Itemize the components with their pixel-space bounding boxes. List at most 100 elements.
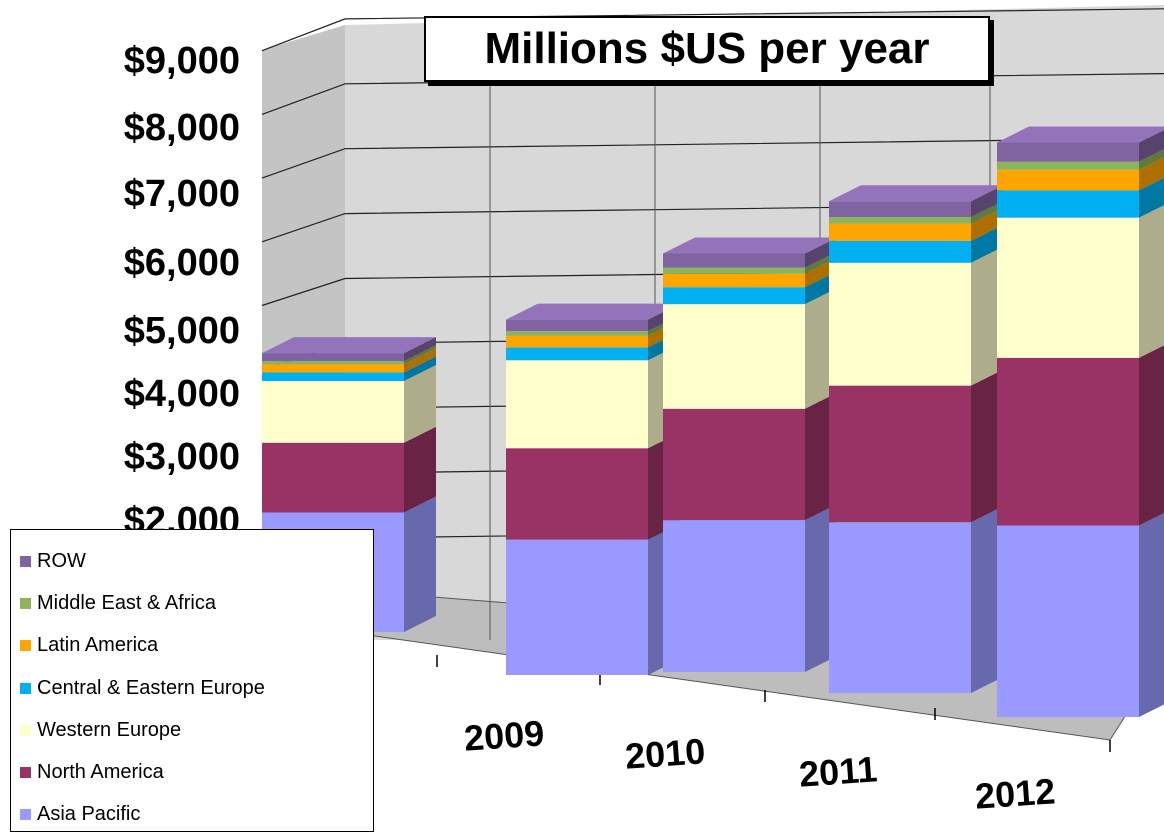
bar-segment (829, 185, 1003, 217)
bar-front (262, 381, 404, 443)
bar-front (506, 448, 648, 540)
bar-top (506, 303, 680, 320)
legend-swatch (20, 724, 31, 736)
bar-front (663, 253, 805, 268)
bar-side (971, 207, 1003, 241)
bar-side (404, 348, 436, 373)
bar-front (997, 161, 1139, 170)
x-category-label: 2009 (463, 712, 546, 758)
bar-side (971, 200, 1003, 224)
legend-label: Western Europe (37, 718, 182, 741)
bar-segment (829, 246, 1003, 386)
bar-side (404, 356, 436, 382)
legend-item: ROW (11, 540, 373, 582)
bar-segment (506, 432, 680, 540)
y-tick-labels: $2,000$3,000$4,000$5,000$6,000$7,000$8,0… (124, 40, 240, 542)
bar-front (262, 364, 404, 373)
legend-item: Asia Pacific (11, 794, 373, 836)
bar-front (262, 442, 404, 513)
bar-segment (262, 426, 436, 513)
bar-side (971, 369, 1003, 523)
legend-item: Central & Eastern Europe (11, 667, 373, 709)
bar-side (1139, 149, 1164, 170)
bar-side (971, 246, 1003, 386)
bar-top (262, 337, 436, 354)
legend-item: Western Europe (11, 709, 373, 751)
bar-side (1139, 345, 1164, 526)
bar-front (829, 216, 971, 224)
bar-side (404, 496, 436, 632)
bar-segment (997, 512, 1164, 717)
bar-front (506, 347, 648, 361)
bar-side (404, 345, 436, 365)
bar-front (663, 273, 805, 288)
bar-front (829, 223, 971, 241)
legend-swatch (20, 597, 31, 609)
bar-segment (663, 504, 837, 672)
legend-swatch (20, 767, 31, 779)
legend-item: North America (11, 751, 373, 793)
bar-segment (262, 337, 436, 362)
bar-segment (997, 157, 1164, 191)
bar-side (404, 337, 436, 362)
bar-front (829, 240, 971, 263)
bar-segment (997, 345, 1164, 526)
legend-swatch (20, 640, 31, 652)
legend: ROW Middle East & Africa Latin America Cent… (10, 529, 374, 832)
bar-side (971, 506, 1003, 693)
legend-swatch (20, 555, 31, 567)
legend-swatch (20, 682, 31, 694)
bar-segment (663, 237, 837, 268)
gridline (261, 137, 1164, 179)
bar-segment (997, 177, 1164, 218)
bar-segment (997, 126, 1164, 162)
gridline (261, 8, 1164, 52)
bar-front (663, 287, 805, 305)
bar-side (1139, 205, 1164, 358)
bar-segment (829, 200, 1003, 224)
bar-front (506, 335, 648, 348)
bar-front (506, 319, 648, 332)
bar-side (1139, 512, 1164, 717)
y-tick-label: $9,000 (124, 40, 240, 82)
legend-label: North America (37, 761, 164, 784)
bar-segment (506, 303, 680, 332)
bar-segment (262, 356, 436, 382)
bar-front (997, 169, 1139, 191)
x-category-label: 2010 (624, 730, 707, 776)
bar-front (997, 525, 1139, 717)
y-tick-label: $5,000 (124, 310, 240, 352)
y-tick-label: $3,000 (124, 436, 240, 478)
bar-front (663, 520, 805, 672)
bar-side (1139, 177, 1164, 218)
bar-segment (997, 205, 1164, 358)
bar-front (262, 353, 404, 362)
bar-segment (829, 207, 1003, 241)
legend-label: Asia Pacific (37, 803, 141, 826)
legend-label: ROW (37, 549, 86, 572)
y-tick-label: $7,000 (124, 173, 240, 215)
bar-segment (262, 365, 436, 443)
bar-side (971, 185, 1003, 217)
bar-side (1139, 129, 1164, 162)
y-tick-label: $4,000 (124, 373, 240, 415)
legend-item: Latin America (11, 625, 373, 667)
bar-front (663, 267, 805, 274)
bar-front (829, 385, 971, 523)
bar-segment (506, 523, 680, 675)
bar-front (829, 262, 971, 386)
y-tick-label: $8,000 (124, 107, 240, 149)
bar-segment (262, 345, 436, 365)
chart-title-box: Millions $US per year (424, 16, 990, 82)
bar-front (262, 372, 404, 382)
bar-side (1139, 157, 1164, 191)
legend-label: Latin America (37, 634, 159, 657)
bar-front (997, 190, 1139, 218)
bar-top (663, 237, 837, 254)
x-category-label: 2012 (974, 770, 1057, 816)
bar-top (997, 126, 1164, 143)
bar-front (663, 408, 805, 521)
bar-front (997, 142, 1139, 162)
bar-segment (663, 392, 837, 521)
